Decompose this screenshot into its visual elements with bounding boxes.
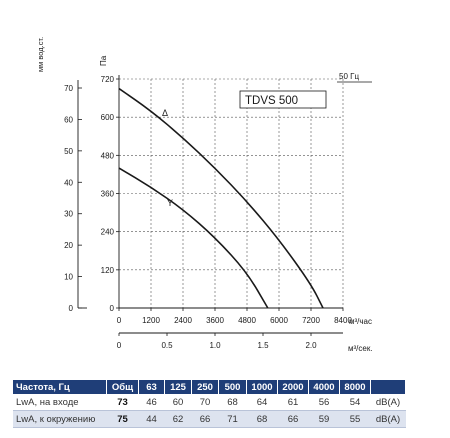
table-cell: 71 — [218, 410, 247, 428]
table-cell: 55 — [339, 410, 371, 428]
table-cell: dB(A) — [370, 410, 406, 428]
pa-tick-label: 240 — [101, 228, 115, 237]
table-header-cell: 1000 — [246, 380, 278, 394]
table-cell: 59 — [308, 410, 340, 428]
pa-tick-label: 720 — [101, 75, 115, 84]
table-header-cell: 2000 — [277, 380, 309, 394]
x-tick-label: 3600 — [206, 316, 224, 325]
table-cell: 70 — [191, 394, 219, 411]
table-row: LwA, к окружению 75 44 62 66 71 68 66 59… — [13, 410, 406, 428]
x-tick-label: 0 — [117, 316, 122, 325]
table-cell: 68 — [246, 410, 278, 428]
table-cell: 54 — [339, 394, 371, 411]
mm-tick-label: 50 — [64, 147, 73, 156]
pa-tick-label: 0 — [110, 304, 115, 313]
table-cell: 61 — [277, 394, 309, 411]
series-label-delta: Δ — [162, 108, 168, 118]
chart-axes — [77, 75, 344, 336]
table-header-cell: 500 — [218, 380, 247, 394]
table-header-row: Частота, Гц Общ 63 125 250 500 1000 2000… — [13, 380, 406, 394]
x2-tick-label: 1.0 — [209, 341, 221, 350]
x2-tick-label: 0.5 — [161, 341, 173, 350]
table-header-cell: 8000 — [339, 380, 371, 394]
table-header-cell: 250 — [191, 380, 219, 394]
table-cell: 66 — [191, 410, 219, 428]
chart-grid — [119, 78, 344, 308]
table-cell: dB(A) — [370, 394, 406, 411]
left-axis-label: мм вод.ст. — [36, 37, 45, 72]
x2-tick-label: 2.0 — [305, 341, 317, 350]
pa-tick-label: 360 — [101, 190, 115, 199]
table-header-cell — [370, 380, 406, 394]
table-cell: 64 — [246, 394, 278, 411]
x-tick-label: 4800 — [238, 316, 256, 325]
noise-spec-table: Частота, Гц Общ 63 125 250 500 1000 2000… — [13, 380, 406, 428]
table-cell: 68 — [218, 394, 247, 411]
mm-tick-label: 40 — [64, 178, 73, 187]
curve-delta — [118, 87, 324, 309]
pa-axis-label: Па — [99, 55, 108, 66]
table-cell: 60 — [164, 394, 192, 411]
x-tick-label: 2400 — [174, 316, 192, 325]
table-cell: LwA, к окружению — [13, 410, 107, 428]
table-row: LwA, на входе 73 46 60 70 68 64 61 56 54… — [13, 394, 406, 411]
x-tick-label: 7200 — [302, 316, 320, 325]
mm-tick-label: 60 — [64, 115, 73, 124]
table-cell: 46 — [138, 394, 165, 411]
pa-tick-label: 600 — [101, 113, 115, 122]
mm-tick-label: 70 — [64, 84, 73, 93]
mm-tick-label: 0 — [69, 304, 74, 313]
chart-curves — [118, 87, 324, 309]
mm-tick-label: 10 — [64, 273, 73, 282]
x-tick-label: 8400 — [334, 316, 352, 325]
table-cell: 66 — [277, 410, 309, 428]
curve-y — [118, 167, 269, 309]
model-label-box — [239, 90, 327, 109]
table-header-cell: 125 — [164, 380, 192, 394]
frequency-label: 50 Гц — [339, 72, 359, 81]
table-header-cell: Общ — [106, 380, 139, 394]
x2-tick-label: 1.5 — [257, 341, 269, 350]
x-unit-label: м³/час — [349, 317, 372, 326]
pa-tick-label: 120 — [101, 266, 115, 275]
x2-tick-label: 0 — [117, 341, 122, 350]
table-cell: LwA, на входе — [13, 394, 107, 411]
x2-unit-label: м³/сек. — [348, 344, 373, 353]
series-label-y: Y — [167, 198, 173, 208]
table-header-cell: 4000 — [308, 380, 340, 394]
model-label: TDVS 500 — [245, 95, 298, 107]
x-tick-label: 1200 — [142, 316, 160, 325]
mm-tick-label: 30 — [64, 210, 73, 219]
table-cell: 73 — [106, 394, 139, 411]
table-cell: 62 — [164, 410, 192, 428]
x-tick-label: 6000 — [270, 316, 288, 325]
pa-tick-label: 480 — [101, 151, 115, 160]
table-header-cell: 63 — [138, 380, 165, 394]
table-header-cell: Частота, Гц — [13, 380, 107, 394]
table-cell: 75 — [106, 410, 139, 428]
table-cell: 56 — [308, 394, 340, 411]
table-cell: 44 — [138, 410, 165, 428]
mm-tick-label: 20 — [64, 241, 73, 250]
